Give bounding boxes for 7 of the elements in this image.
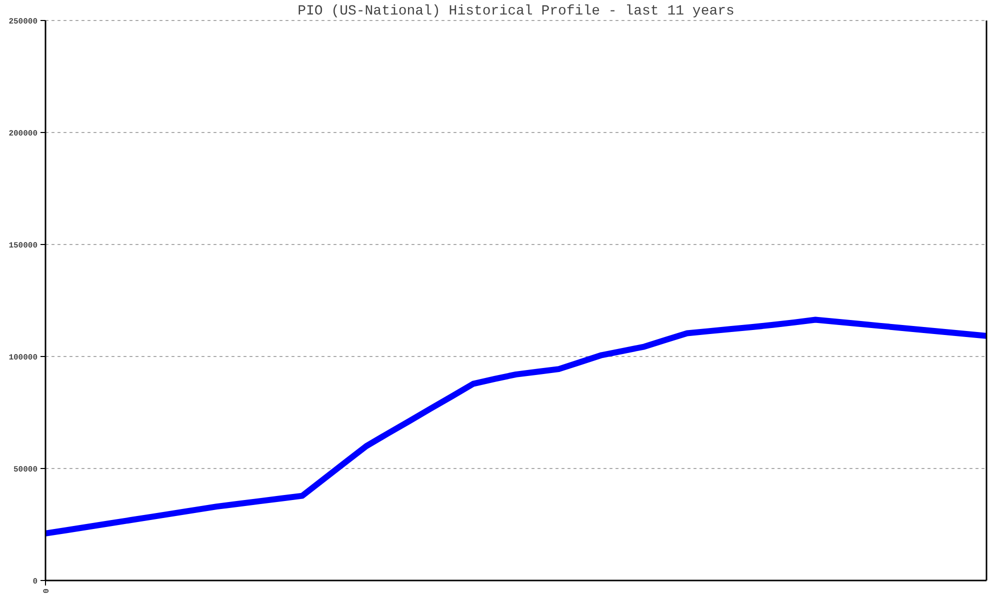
y-tick-label: 250000: [8, 18, 38, 26]
chart-title: PIO (US-National) Historical Profile - last 11 years: [298, 4, 734, 20]
y-tick-label: 200000: [8, 130, 38, 138]
y-tick-label: 50000: [13, 466, 38, 474]
y-tick-label: 150000: [8, 242, 38, 250]
y-tick-label: 0: [32, 578, 38, 586]
y-tick-label: 100000: [8, 354, 38, 362]
